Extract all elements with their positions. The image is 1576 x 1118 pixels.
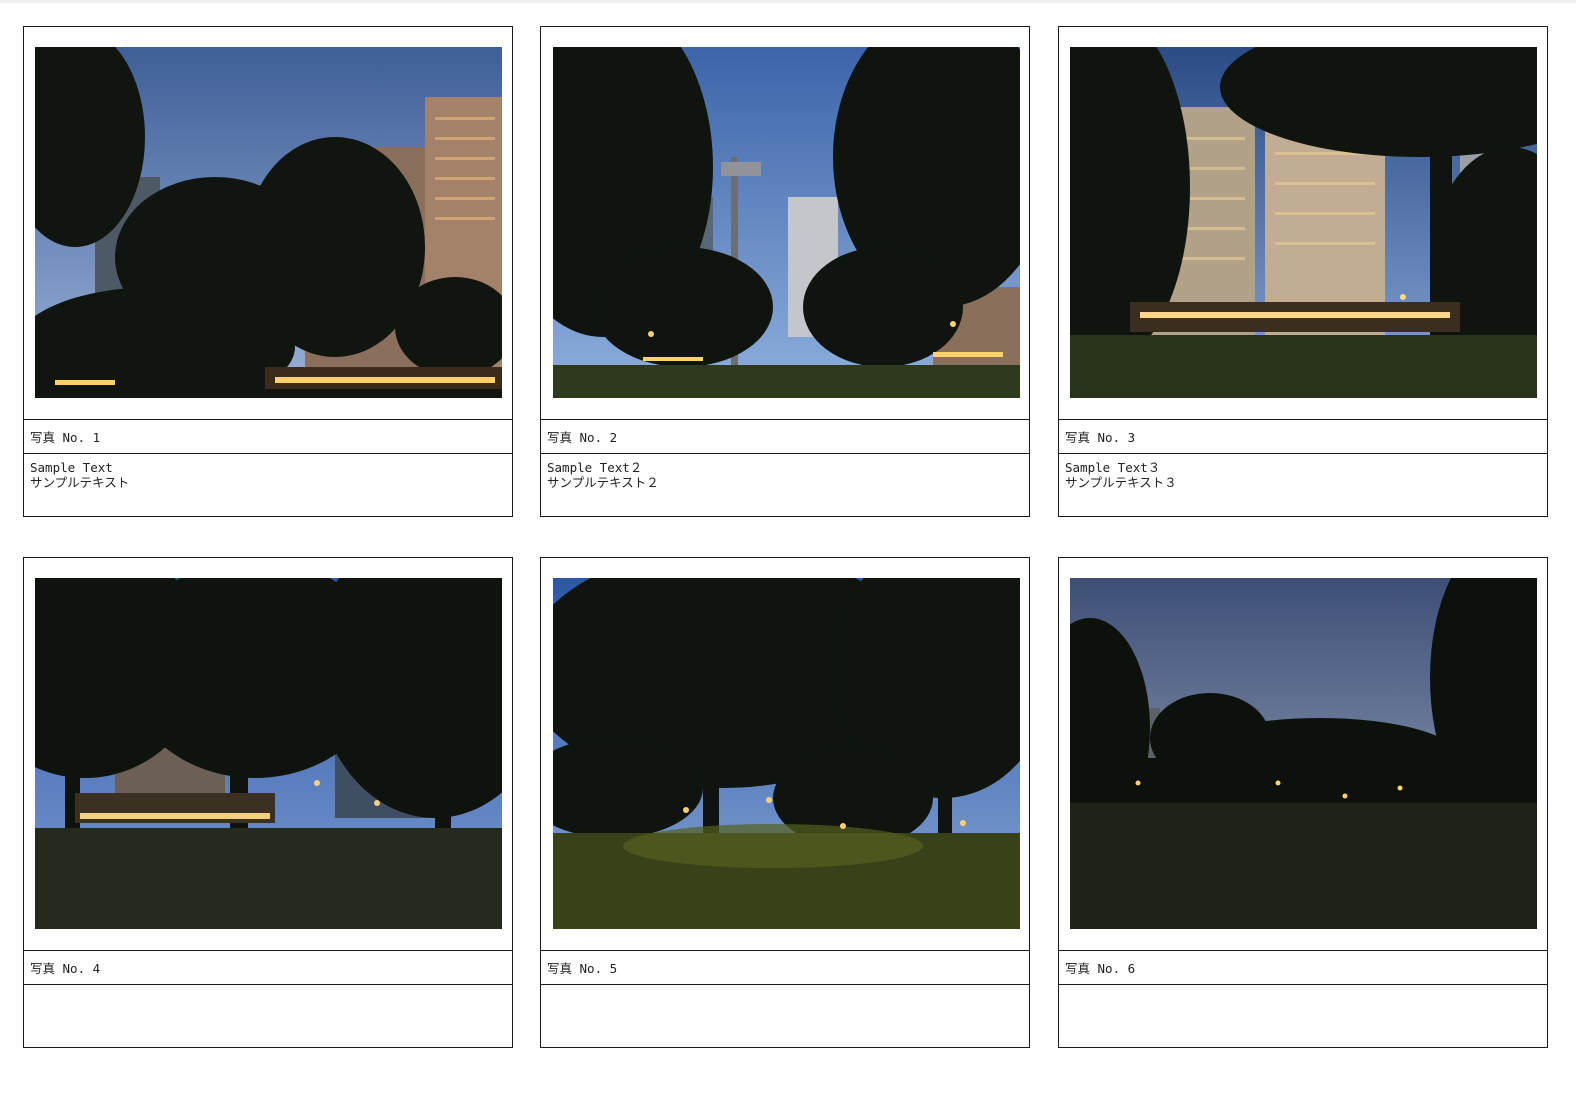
photo-number-label: 写真 No. 3 xyxy=(1059,420,1547,454)
park-photo-2[interactable] xyxy=(553,47,1020,398)
photo-number-label: 写真 No. 1 xyxy=(24,420,512,454)
photo-card-3: 写真 No. 3 Sample Text３ サンプルテキスト３ xyxy=(1058,26,1548,517)
park-photo-5[interactable] xyxy=(553,578,1020,929)
photo-frame xyxy=(541,558,1029,951)
note-line-1: Sample Text xyxy=(30,460,113,475)
photo-number-label: 写真 No. 6 xyxy=(1059,951,1547,985)
photo-note[interactable] xyxy=(1059,985,1547,1047)
photo-frame xyxy=(1059,558,1547,951)
photo-note[interactable]: Sample Text２ サンプルテキスト２ xyxy=(541,454,1029,516)
photo-number-label: 写真 No. 4 xyxy=(24,951,512,985)
note-line-1: Sample Text２ xyxy=(547,460,643,475)
photo-frame xyxy=(24,27,512,420)
photo-card-5: 写真 No. 5 xyxy=(540,557,1030,1048)
page-top-border xyxy=(0,0,1576,3)
photo-card-6: 写真 No. 6 xyxy=(1058,557,1548,1048)
photo-note[interactable]: Sample Text３ サンプルテキスト３ xyxy=(1059,454,1547,516)
note-line-1: Sample Text３ xyxy=(1065,460,1161,475)
park-photo-6[interactable] xyxy=(1070,578,1537,929)
note-line-2: サンプルテキスト xyxy=(30,475,130,490)
park-photo-1[interactable] xyxy=(35,47,502,398)
photo-card-2: 写真 No. 2 Sample Text２ サンプルテキスト２ xyxy=(540,26,1030,517)
photo-note[interactable]: Sample Text サンプルテキスト xyxy=(24,454,512,516)
photo-note[interactable] xyxy=(541,985,1029,1047)
photo-note[interactable] xyxy=(24,985,512,1047)
photo-card-1: 写真 No. 1 Sample Text サンプルテキスト xyxy=(23,26,513,517)
photo-frame xyxy=(541,27,1029,420)
photo-card-4: 写真 No. 4 xyxy=(23,557,513,1048)
park-photo-4[interactable] xyxy=(35,578,502,929)
park-photo-3[interactable] xyxy=(1070,47,1537,398)
note-line-2: サンプルテキスト２ xyxy=(547,475,659,490)
photo-number-label: 写真 No. 5 xyxy=(541,951,1029,985)
photo-frame xyxy=(24,558,512,951)
photo-number-label: 写真 No. 2 xyxy=(541,420,1029,454)
note-line-2: サンプルテキスト３ xyxy=(1065,475,1177,490)
photo-frame xyxy=(1059,27,1547,420)
